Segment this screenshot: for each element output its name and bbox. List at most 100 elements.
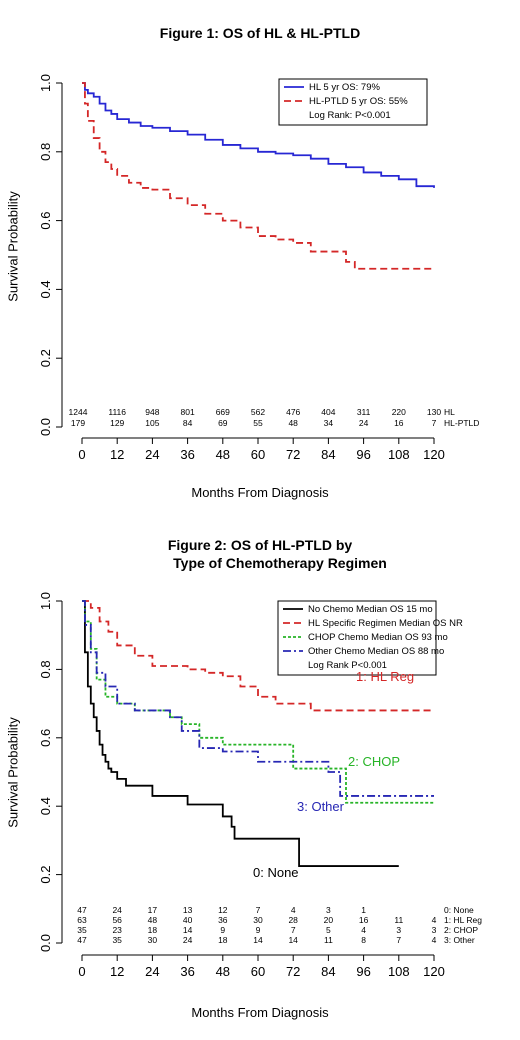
figure2-risk-value: 28 [288,915,298,925]
figure2-title: Figure 2: OS of HL-PTLD by Type of Chemo… [0,536,520,572]
figure2-x-tick-label: 48 [216,964,230,979]
figure2-risk-value: 47 [77,905,87,915]
figure1-risk-value: 24 [359,418,369,428]
figure2-risk-value: 3 [326,905,331,915]
figure2-risk-value: 13 [183,905,193,915]
figure2-x-tick-label: 120 [423,964,445,979]
figure2-risk-value: 4 [432,915,437,925]
figure1-risk-value: 311 [357,407,371,417]
figure1-x-tick-label: 0 [78,447,85,462]
figure2-x-tick-label: 60 [251,964,265,979]
figure2-x-tick-label: 24 [145,964,159,979]
figure1-risk-value: 105 [145,418,159,428]
figure1-x-tick-label: 36 [180,447,194,462]
figure2-series-3-line [82,600,434,797]
figure1-risk-value: 801 [181,407,195,417]
figure1-y-tick-label: 0.8 [38,143,53,161]
figure1-y-tick-label: 0.4 [38,280,53,298]
figure1-x-tick-label: 60 [251,447,265,462]
figure2-risk-value: 63 [77,915,87,925]
figure1-y-tick-label: 0.6 [38,212,53,230]
figure2-risk-value: 30 [148,935,158,945]
figure2-title-line2: Type of Chemotherapy Regimen [173,555,387,571]
figure1-x-axis-label: Months From Diagnosis [191,485,329,500]
figure2-legend-box [277,600,437,676]
figure1-risk-value: 562 [251,407,265,417]
figure2-risk-value: 40 [183,915,193,925]
figure2-risk-value: 20 [324,915,334,925]
figure1-risk-value: 220 [392,407,406,417]
figure1-x-tick-label: 72 [286,447,300,462]
figure2-risk-row-label: 2: CHOP [444,925,478,935]
figure2-legend-entry: CHOP Chemo Median OS 93 mo [308,632,448,643]
figure2-risk-value: 9 [256,925,261,935]
figure2-series-0-label: 0: None [253,865,299,880]
figure2-risk-value: 3 [396,925,401,935]
figure1-risk-value: 179 [71,418,85,428]
figure2-x-tick-label: 36 [180,964,194,979]
figure1-risk-value: 948 [145,407,159,417]
figure1-risk-value: 34 [324,418,334,428]
figure1-risk-value: 130 [427,407,441,417]
figure2-series-1-line [82,600,434,712]
figure2-risk-value: 14 [288,935,298,945]
figure1-y-tick-label: 0.2 [38,349,53,367]
figure2-title-line1: Figure 2: OS of HL-PTLD by [167,537,353,553]
figure1-risk-value: 669 [216,407,230,417]
figure2-x-axis-label: Months From Diagnosis [191,1005,329,1020]
figure2-risk-value: 8 [361,935,366,945]
figure2-x-tick-label: 84 [321,964,335,979]
figure1-risk-row-label: HL-PTLD [444,418,479,428]
figure2-risk-row-label: 3: Other [444,935,475,945]
figure1-risk-value: 55 [253,418,263,428]
figure2-risk-value: 11 [394,915,403,925]
figure2-risk-value: 1 [361,905,366,915]
figure1-title: Figure 1: OS of HL & HL-PTLD [159,25,361,41]
figure1-y-tick-label: 0.0 [38,418,53,436]
figure1-x-tick-label: 96 [356,447,370,462]
figure2-risk-value: 24 [183,935,193,945]
figure2-risk-value: 47 [77,935,87,945]
figure1-risk-value: 48 [288,418,298,428]
figure2-legend-entry: Log Rank P<0.001 [308,660,387,671]
figure2-risk-value: 48 [148,915,158,925]
figure1-x-tick-label: 108 [388,447,410,462]
figure2-risk-value: 9 [220,925,225,935]
figure2-risk-value: 14 [253,935,263,945]
figure1-risk-value: 476 [286,407,300,417]
figure2-x-tick-label: 96 [356,964,370,979]
figure1-legend-entry: Log Rank: P<0.001 [309,110,391,121]
figure2-risk-value: 4 [432,935,437,945]
figure2-risk-value: 23 [112,925,122,935]
figure2-risk-value: 7 [396,935,401,945]
figure2-risk-value: 5 [326,925,331,935]
figure1-x-tick-label: 12 [110,447,124,462]
figure1-series-0-line [82,82,435,188]
figure2-risk-value: 35 [77,925,87,935]
figure2-risk-row-label: 1: HL Reg [444,915,482,925]
figure2-legend-entry: No Chemo Median OS 15 mo [308,604,433,615]
figure2-x-tick-label: 0 [78,964,85,979]
figure2-risk-value: 30 [253,915,263,925]
figure2-risk-value: 3 [432,925,437,935]
figure2-risk-value: 11 [324,935,333,945]
figure1-series-1-line [82,82,434,270]
figure1-legend-entry: HL-PTLD 5 yr OS: 55% [309,96,408,107]
figure2-risk-value: 18 [218,935,228,945]
figure2-risk-value: 24 [112,905,122,915]
figure1-risk-value: 1116 [108,407,126,417]
figure2-risk-value: 56 [112,915,122,925]
figure2-risk-value: 4 [361,925,366,935]
figure2-y-tick-label: 0.8 [38,660,53,678]
figure2-risk-value: 14 [183,925,193,935]
figure2-risk-value: 18 [148,925,158,935]
figure2-x-tick-label: 12 [110,964,124,979]
figure2-y-tick-label: 0.4 [38,797,53,815]
figure2-risk-value: 7 [256,905,261,915]
figure1-risk-value: 7 [432,418,437,428]
figure1-x-tick-label: 84 [321,447,335,462]
figure2-legend-entry: Other Chemo Median OS 88 mo [308,646,444,657]
figure2-x-tick-label: 108 [388,964,410,979]
